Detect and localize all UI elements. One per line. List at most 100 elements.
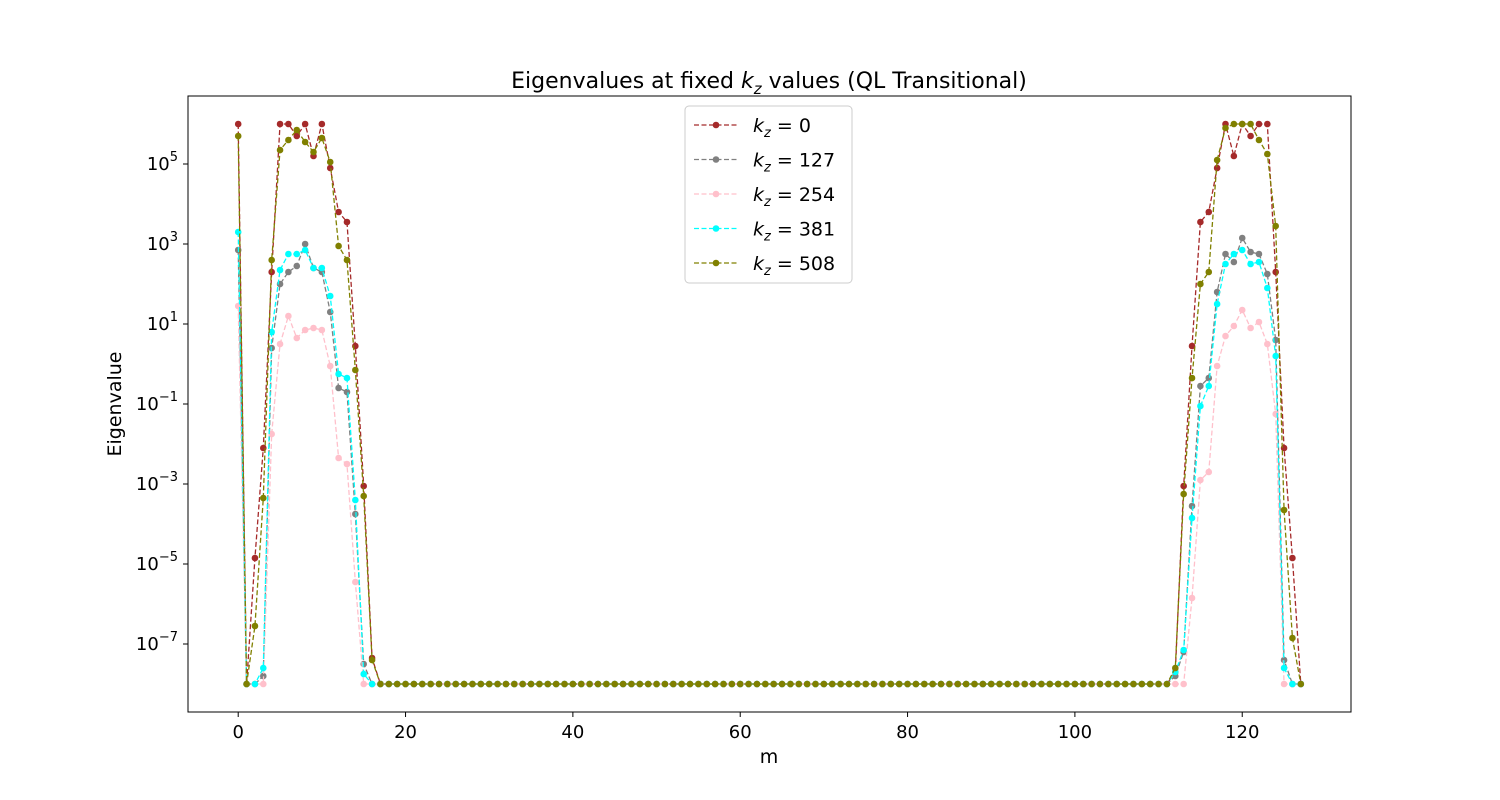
data-point bbox=[310, 324, 317, 332]
data-point bbox=[1247, 260, 1254, 268]
data-point bbox=[1289, 634, 1296, 642]
legend-swatch-marker bbox=[712, 121, 720, 129]
y-tick-label: 10−7 bbox=[136, 630, 178, 655]
data-point bbox=[335, 384, 342, 392]
data-point bbox=[611, 680, 619, 688]
data-point bbox=[1038, 680, 1045, 688]
data-point bbox=[1255, 120, 1263, 128]
x-tick-label: 100 bbox=[1058, 722, 1092, 743]
data-point bbox=[1255, 250, 1263, 258]
data-point bbox=[686, 680, 694, 688]
data-point bbox=[644, 680, 652, 688]
data-point bbox=[1264, 270, 1271, 278]
data-point bbox=[326, 158, 334, 166]
data-point bbox=[1280, 680, 1288, 688]
y-axis-label: Eigenvalue bbox=[104, 352, 126, 457]
data-point bbox=[444, 680, 451, 688]
legend-label: kz = 254 bbox=[753, 184, 835, 210]
data-point bbox=[1163, 680, 1171, 688]
data-point bbox=[1180, 680, 1187, 688]
data-point bbox=[301, 246, 309, 254]
data-point bbox=[393, 680, 401, 688]
legend-label: kz = 381 bbox=[753, 219, 835, 245]
y-tick-label: 10−3 bbox=[136, 470, 178, 495]
data-point bbox=[946, 680, 953, 688]
data-point bbox=[1289, 680, 1296, 688]
x-tick-label: 0 bbox=[232, 722, 243, 743]
y-tick-label: 101 bbox=[147, 310, 178, 335]
legend-item-4: kz = 508 bbox=[694, 253, 835, 279]
data-point bbox=[954, 680, 962, 688]
data-point bbox=[778, 680, 786, 688]
data-point bbox=[260, 664, 267, 672]
data-point bbox=[1113, 680, 1121, 688]
data-point bbox=[352, 578, 359, 586]
data-point bbox=[519, 680, 526, 688]
data-point bbox=[293, 334, 301, 342]
series-line bbox=[237, 231, 1301, 685]
data-point bbox=[1264, 340, 1271, 348]
data-point bbox=[1230, 120, 1238, 128]
data-point bbox=[1046, 680, 1054, 688]
data-point bbox=[1255, 318, 1263, 326]
data-point bbox=[268, 256, 275, 264]
data-point bbox=[586, 680, 593, 688]
data-point bbox=[887, 680, 895, 688]
data-point bbox=[1205, 468, 1213, 476]
legend-frame bbox=[684, 105, 853, 284]
data-point bbox=[1230, 152, 1238, 160]
data-point bbox=[1004, 680, 1012, 688]
data-point bbox=[1230, 250, 1238, 258]
data-point bbox=[837, 680, 844, 688]
data-point bbox=[1255, 258, 1263, 266]
data-point bbox=[1213, 362, 1221, 370]
data-point bbox=[285, 312, 292, 320]
data-point bbox=[318, 120, 326, 128]
legend-label: kz = 0 bbox=[753, 115, 811, 141]
data-point bbox=[301, 120, 309, 128]
legend: kz = 0 kz = 127 kz = 254 kz = 381 kz = 508 bbox=[684, 105, 853, 284]
data-point bbox=[251, 554, 259, 562]
data-point bbox=[895, 680, 903, 688]
data-point bbox=[1272, 352, 1279, 360]
data-point bbox=[1247, 324, 1254, 332]
data-point bbox=[527, 680, 535, 688]
data-point bbox=[1188, 374, 1196, 382]
data-point bbox=[795, 680, 803, 688]
data-point bbox=[1188, 514, 1196, 522]
data-point bbox=[912, 680, 920, 688]
legend-label: kz = 508 bbox=[753, 253, 835, 279]
data-point bbox=[812, 680, 819, 688]
data-point bbox=[1238, 234, 1246, 242]
data-point bbox=[1222, 260, 1229, 268]
data-point bbox=[352, 510, 359, 518]
data-point bbox=[854, 680, 861, 688]
data-point bbox=[360, 680, 368, 688]
data-point bbox=[1264, 284, 1271, 292]
data-point bbox=[452, 680, 460, 688]
data-point bbox=[360, 482, 368, 490]
data-point bbox=[703, 680, 711, 688]
data-point bbox=[1272, 410, 1279, 418]
data-point bbox=[678, 680, 685, 688]
data-point bbox=[326, 164, 334, 172]
legend-item-1: kz = 127 bbox=[694, 150, 835, 176]
x-tick-label: 80 bbox=[896, 722, 919, 743]
data-point bbox=[234, 228, 242, 236]
data-point bbox=[360, 670, 368, 678]
data-point bbox=[711, 680, 719, 688]
data-point bbox=[326, 292, 334, 300]
data-point bbox=[293, 132, 301, 140]
data-point bbox=[1171, 664, 1179, 672]
data-point bbox=[669, 680, 677, 688]
data-point bbox=[736, 680, 744, 688]
data-point bbox=[1205, 208, 1213, 216]
data-point bbox=[1197, 402, 1204, 410]
series-1 bbox=[234, 234, 1305, 688]
data-point bbox=[577, 680, 585, 688]
data-point bbox=[1264, 150, 1271, 158]
data-point bbox=[979, 680, 987, 688]
data-point bbox=[1238, 246, 1246, 254]
data-point bbox=[1264, 120, 1271, 128]
x-tick-label: 20 bbox=[394, 722, 417, 743]
